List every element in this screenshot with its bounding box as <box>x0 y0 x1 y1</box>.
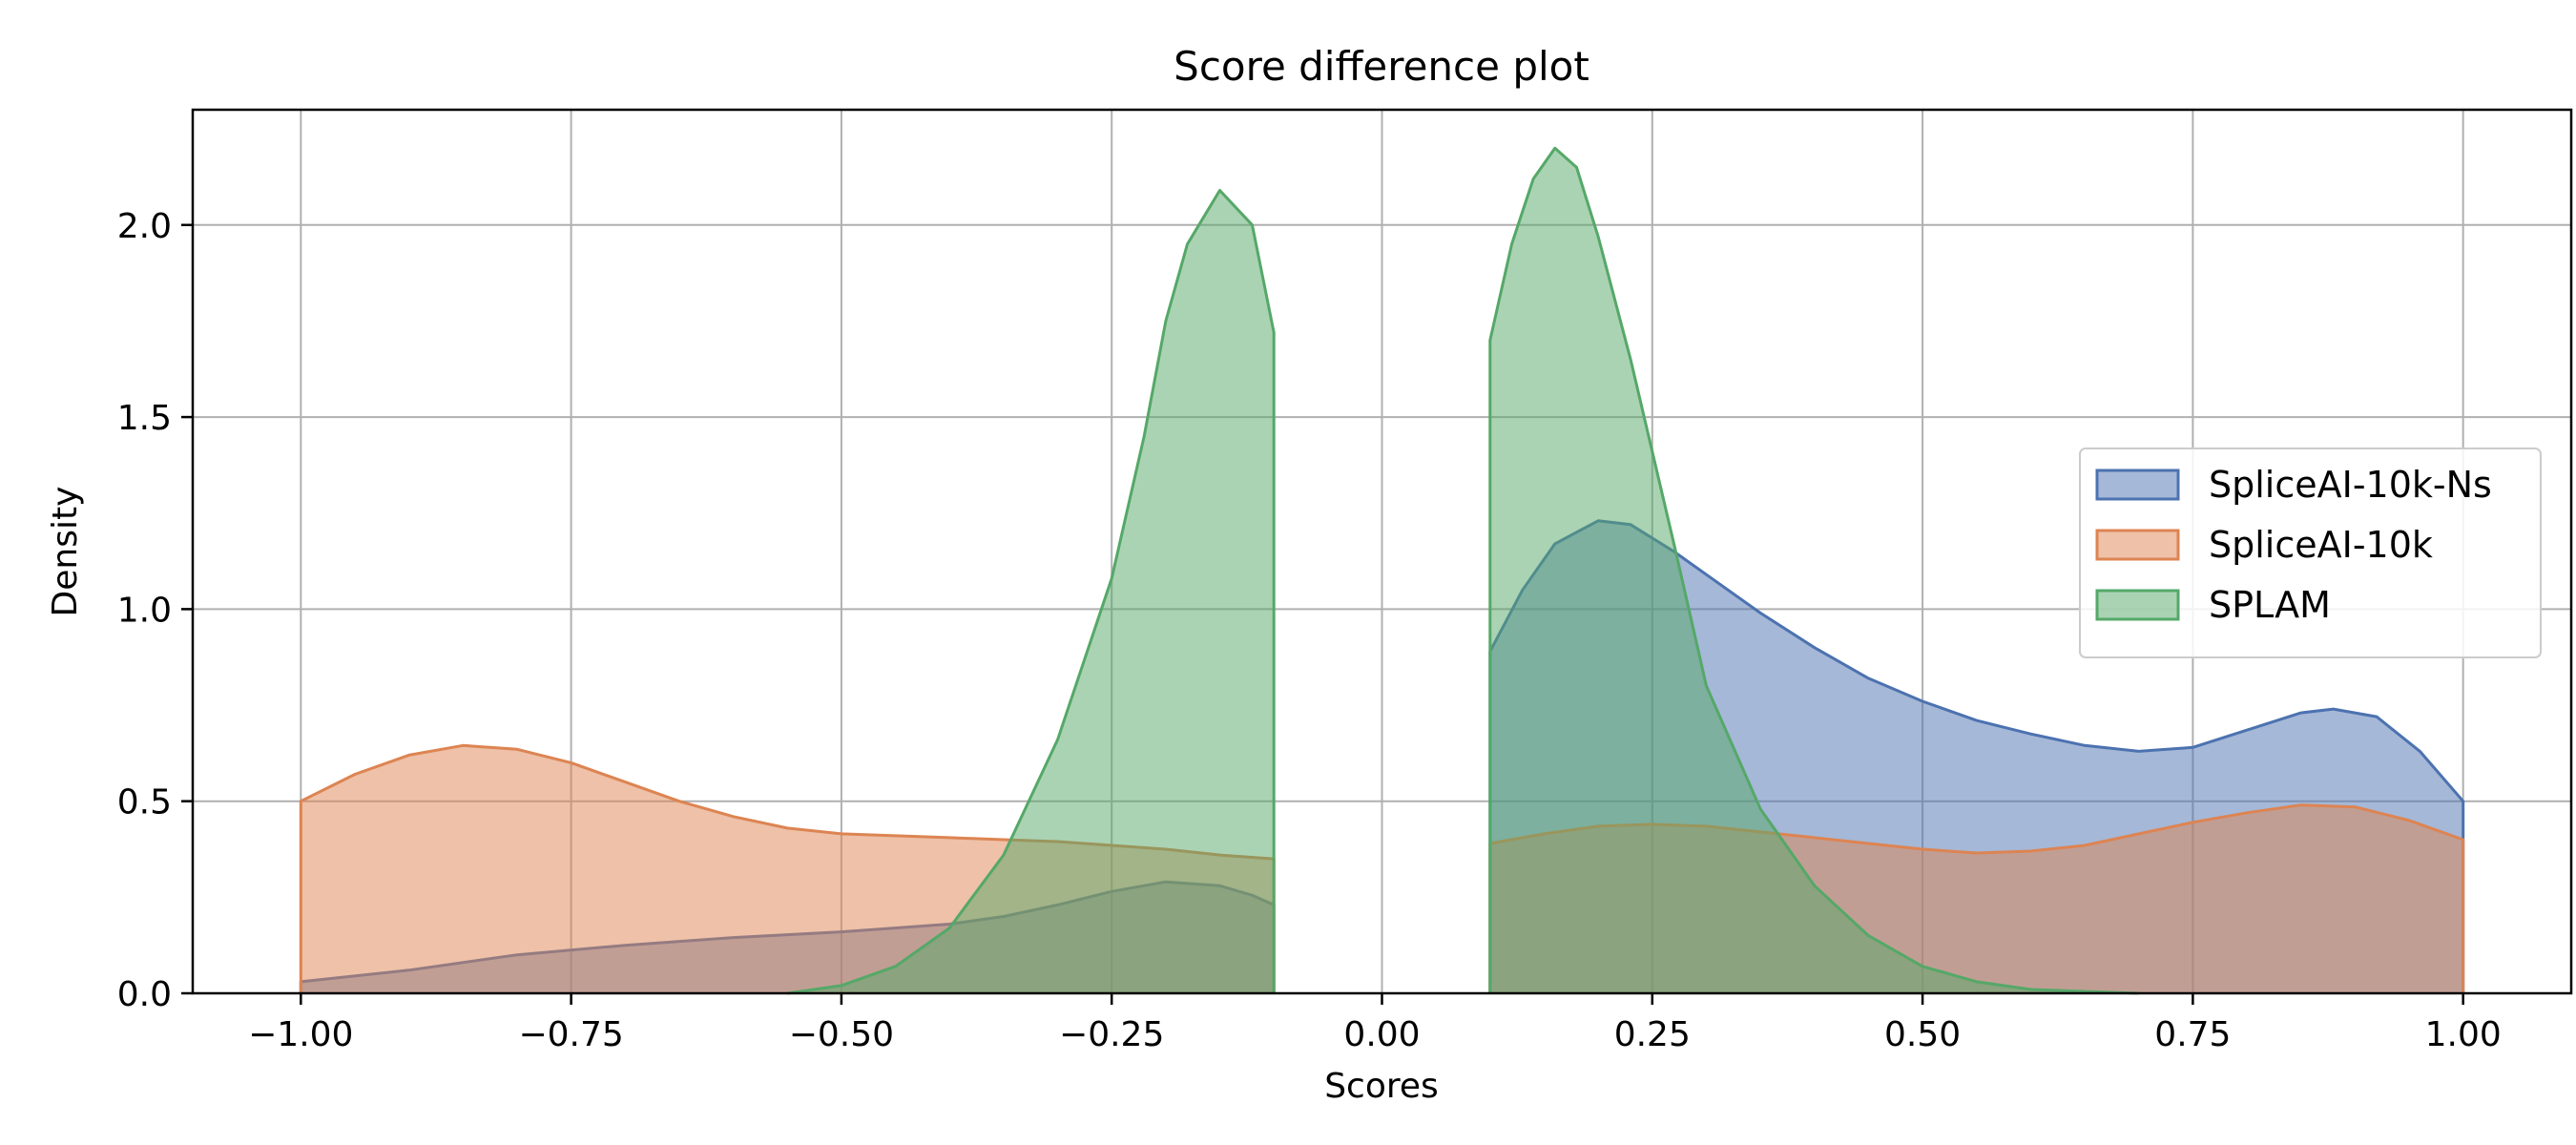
x-tick-label: −0.25 <box>1059 1015 1164 1054</box>
y-tick-label: 1.0 <box>117 591 172 630</box>
x-axis-label: Scores <box>1324 1067 1439 1106</box>
x-tick-label: 1.00 <box>2425 1015 2502 1054</box>
x-tick-label: 0.00 <box>1343 1015 1420 1054</box>
y-tick-label: 2.0 <box>117 207 172 246</box>
x-tick-label: −0.50 <box>789 1015 894 1054</box>
y-tick-label: 0.0 <box>117 975 172 1014</box>
series-area-2-1 <box>1489 148 2139 994</box>
legend-label: SpliceAI-10k-Ns <box>2209 464 2492 506</box>
legend-label: SPLAM <box>2209 584 2331 626</box>
chart-title: Score difference plot <box>1174 43 1589 90</box>
series-line-2-0 <box>787 189 1276 995</box>
legend-label: SpliceAI-10k <box>2209 524 2433 566</box>
x-tick-label: −1.00 <box>248 1015 353 1054</box>
x-axis-ticks: −1.00 −0.75 −0.50 −0.25 0.00 0.25 0.50 0.75 1.00 <box>248 993 2502 1054</box>
series-line-2-1 <box>1488 146 2139 995</box>
series-areas <box>299 146 2465 995</box>
x-tick-label: 0.75 <box>2154 1015 2231 1054</box>
x-tick-label: 0.25 <box>1614 1015 1691 1054</box>
x-tick-label: 0.50 <box>1884 1015 1961 1054</box>
y-axis-ticks: 0.0 0.5 1.0 1.5 2.0 <box>117 207 193 1014</box>
legend-box <box>2079 448 2542 658</box>
legend-swatch <box>2095 468 2180 501</box>
series-area-2-0 <box>787 190 1275 993</box>
legend-swatch <box>2095 589 2180 621</box>
y-axis-label: Density <box>46 487 85 617</box>
x-tick-label: −0.75 <box>518 1015 623 1054</box>
y-tick-label: 1.5 <box>117 399 172 438</box>
legend-swatch <box>2095 529 2180 561</box>
legend: SpliceAI-10k-Ns SpliceAI-10k SPLAM <box>2079 448 2542 658</box>
y-tick-label: 0.5 <box>117 783 172 822</box>
